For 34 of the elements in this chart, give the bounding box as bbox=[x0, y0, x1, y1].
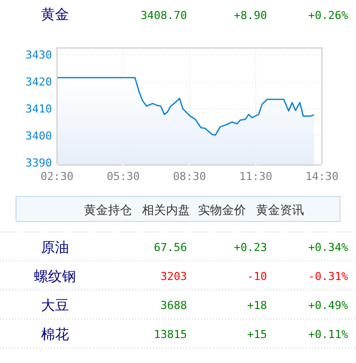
text: +8.90 bbox=[234, 9, 267, 22]
data-label: +0.49% bbox=[308, 299, 348, 312]
x-tick-label: 14:30 bbox=[305, 170, 339, 183]
data-label: 3203 bbox=[160, 270, 187, 283]
data-label: 67.56 bbox=[154, 241, 187, 254]
x-tick-label: 02:30 bbox=[40, 170, 74, 183]
data-label: -10 bbox=[247, 270, 267, 283]
y-tick-label: 3420 bbox=[26, 76, 52, 89]
y-tick-label: 3400 bbox=[26, 129, 52, 142]
category-label: 棉花 bbox=[41, 326, 69, 342]
category-label: 大豆 bbox=[41, 297, 69, 313]
data-label: -0.31% bbox=[308, 270, 348, 283]
x-tick-label: 05:30 bbox=[106, 170, 140, 183]
data-label: +0.23 bbox=[234, 241, 267, 254]
data-label: +15 bbox=[247, 328, 267, 341]
data-label: +0.34% bbox=[308, 241, 348, 254]
y-tick-label: 3410 bbox=[26, 102, 52, 116]
data-label: +18 bbox=[247, 299, 267, 312]
x-tick-label: 11:30 bbox=[239, 170, 272, 183]
text: 相关内盘 bbox=[142, 203, 190, 217]
y-tick-label: 3390 bbox=[26, 156, 52, 170]
chart-title: 黄金 bbox=[41, 6, 69, 22]
category-label: 螺纹钢 bbox=[34, 268, 76, 284]
text: 黄金持仓 bbox=[84, 203, 132, 217]
text: 实物金价 bbox=[198, 203, 246, 217]
data-label: 13815 bbox=[154, 328, 187, 341]
x-tick-label: 08:30 bbox=[172, 170, 206, 183]
text: 黄金资讯 bbox=[256, 203, 304, 217]
text: 3408.70 bbox=[140, 9, 187, 22]
category-label: 原油 bbox=[41, 239, 69, 255]
y-tick-label: 3430 bbox=[26, 48, 52, 62]
data-label: +0.11% bbox=[308, 328, 348, 341]
text: +0.26% bbox=[308, 9, 348, 22]
data-label: 3688 bbox=[160, 299, 187, 312]
